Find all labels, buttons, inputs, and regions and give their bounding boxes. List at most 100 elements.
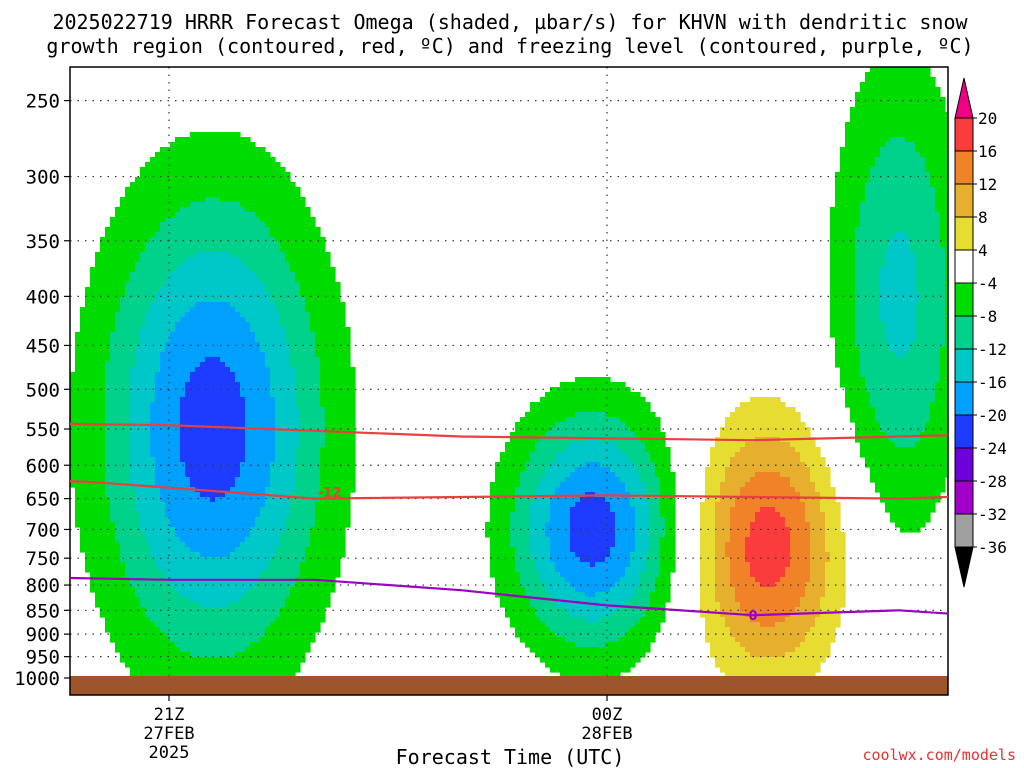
omega-cell	[260, 607, 266, 613]
omega-cell	[130, 307, 136, 313]
omega-cell	[310, 477, 316, 483]
omega-cell	[105, 232, 111, 238]
omega-cell	[305, 377, 311, 383]
omega-cell	[170, 482, 176, 488]
omega-cell	[245, 397, 251, 403]
omega-cell	[255, 357, 261, 363]
omega-cell	[325, 402, 331, 408]
omega-cell	[285, 287, 291, 293]
omega-cell	[255, 402, 261, 408]
omega-cell	[180, 212, 186, 218]
omega-cell	[165, 597, 171, 603]
omega-cell	[260, 667, 266, 673]
omega-cell	[200, 162, 206, 168]
omega-cell	[325, 267, 331, 273]
omega-cell	[210, 472, 216, 478]
omega-cell	[195, 192, 201, 198]
omega-cell	[215, 487, 221, 493]
omega-cell	[235, 617, 241, 623]
omega-cell	[115, 442, 121, 448]
omega-cell	[210, 587, 216, 593]
omega-cell	[165, 172, 171, 178]
omega-cell	[75, 452, 81, 458]
omega-cell	[175, 272, 181, 278]
omega-cell	[170, 592, 176, 598]
omega-cell	[220, 477, 226, 483]
omega-cell	[185, 342, 191, 348]
omega-cell	[105, 442, 111, 448]
omega-cell	[320, 452, 326, 458]
omega-cell	[95, 517, 101, 523]
omega-cell	[265, 412, 271, 418]
omega-cell	[105, 302, 111, 308]
omega-cell	[150, 617, 156, 623]
omega-cell	[240, 552, 246, 558]
omega-cell	[180, 382, 186, 388]
omega-cell	[175, 447, 181, 453]
omega-cell	[235, 662, 241, 668]
omega-cell	[265, 352, 271, 358]
omega-cell	[120, 477, 126, 483]
omega-cell	[160, 207, 166, 213]
omega-cell	[300, 227, 306, 233]
omega-cell	[175, 377, 181, 383]
omega-cell	[280, 197, 286, 203]
omega-cell	[180, 542, 186, 548]
omega-cell	[95, 352, 101, 358]
omega-cell	[240, 662, 246, 668]
omega-cell	[175, 477, 181, 483]
omega-cell	[235, 612, 241, 618]
omega-cell	[280, 212, 286, 218]
omega-cell	[255, 477, 261, 483]
omega-cell	[255, 182, 261, 188]
omega-cell	[240, 237, 246, 243]
omega-cell	[110, 272, 116, 278]
omega-cell	[225, 167, 231, 173]
omega-cell	[120, 437, 126, 443]
omega-cell	[275, 622, 281, 628]
omega-cell	[75, 497, 81, 503]
omega-cell	[100, 507, 106, 513]
omega-cell	[280, 667, 286, 673]
omega-cell	[315, 562, 321, 568]
omega-cell	[220, 342, 226, 348]
omega-cell	[265, 627, 271, 633]
omega-cell	[250, 607, 256, 613]
omega-cell	[125, 562, 131, 568]
omega-cell	[205, 327, 211, 333]
omega-cell	[140, 457, 146, 463]
omega-cell	[160, 317, 166, 323]
omega-cell	[270, 632, 276, 638]
omega-cell	[240, 302, 246, 308]
omega-cell	[165, 392, 171, 398]
omega-cell	[225, 412, 231, 418]
omega-cell	[195, 182, 201, 188]
omega-cell	[135, 397, 141, 403]
omega-cell	[160, 552, 166, 558]
omega-cell	[140, 517, 146, 523]
omega-cell	[215, 502, 221, 508]
omega-cell	[290, 622, 296, 628]
omega-cell	[290, 662, 296, 668]
omega-cell	[110, 432, 116, 438]
omega-cell	[110, 372, 116, 378]
omega-cell	[330, 277, 336, 283]
omega-cell	[270, 202, 276, 208]
omega-cell	[115, 557, 121, 563]
omega-cell	[155, 582, 161, 588]
omega-cell	[80, 377, 86, 383]
omega-cell	[245, 407, 251, 413]
omega-cell	[305, 247, 311, 253]
omega-cell	[125, 602, 131, 608]
omega-cell	[205, 647, 211, 653]
omega-cell	[135, 202, 141, 208]
omega-cell	[120, 212, 126, 218]
omega-cell	[165, 557, 171, 563]
omega-cell	[320, 237, 326, 243]
omega-cell	[260, 562, 266, 568]
omega-cell	[215, 347, 221, 353]
omega-cell	[95, 397, 101, 403]
omega-cell	[175, 227, 181, 233]
omega-cell	[110, 487, 116, 493]
omega-cell	[110, 467, 116, 473]
